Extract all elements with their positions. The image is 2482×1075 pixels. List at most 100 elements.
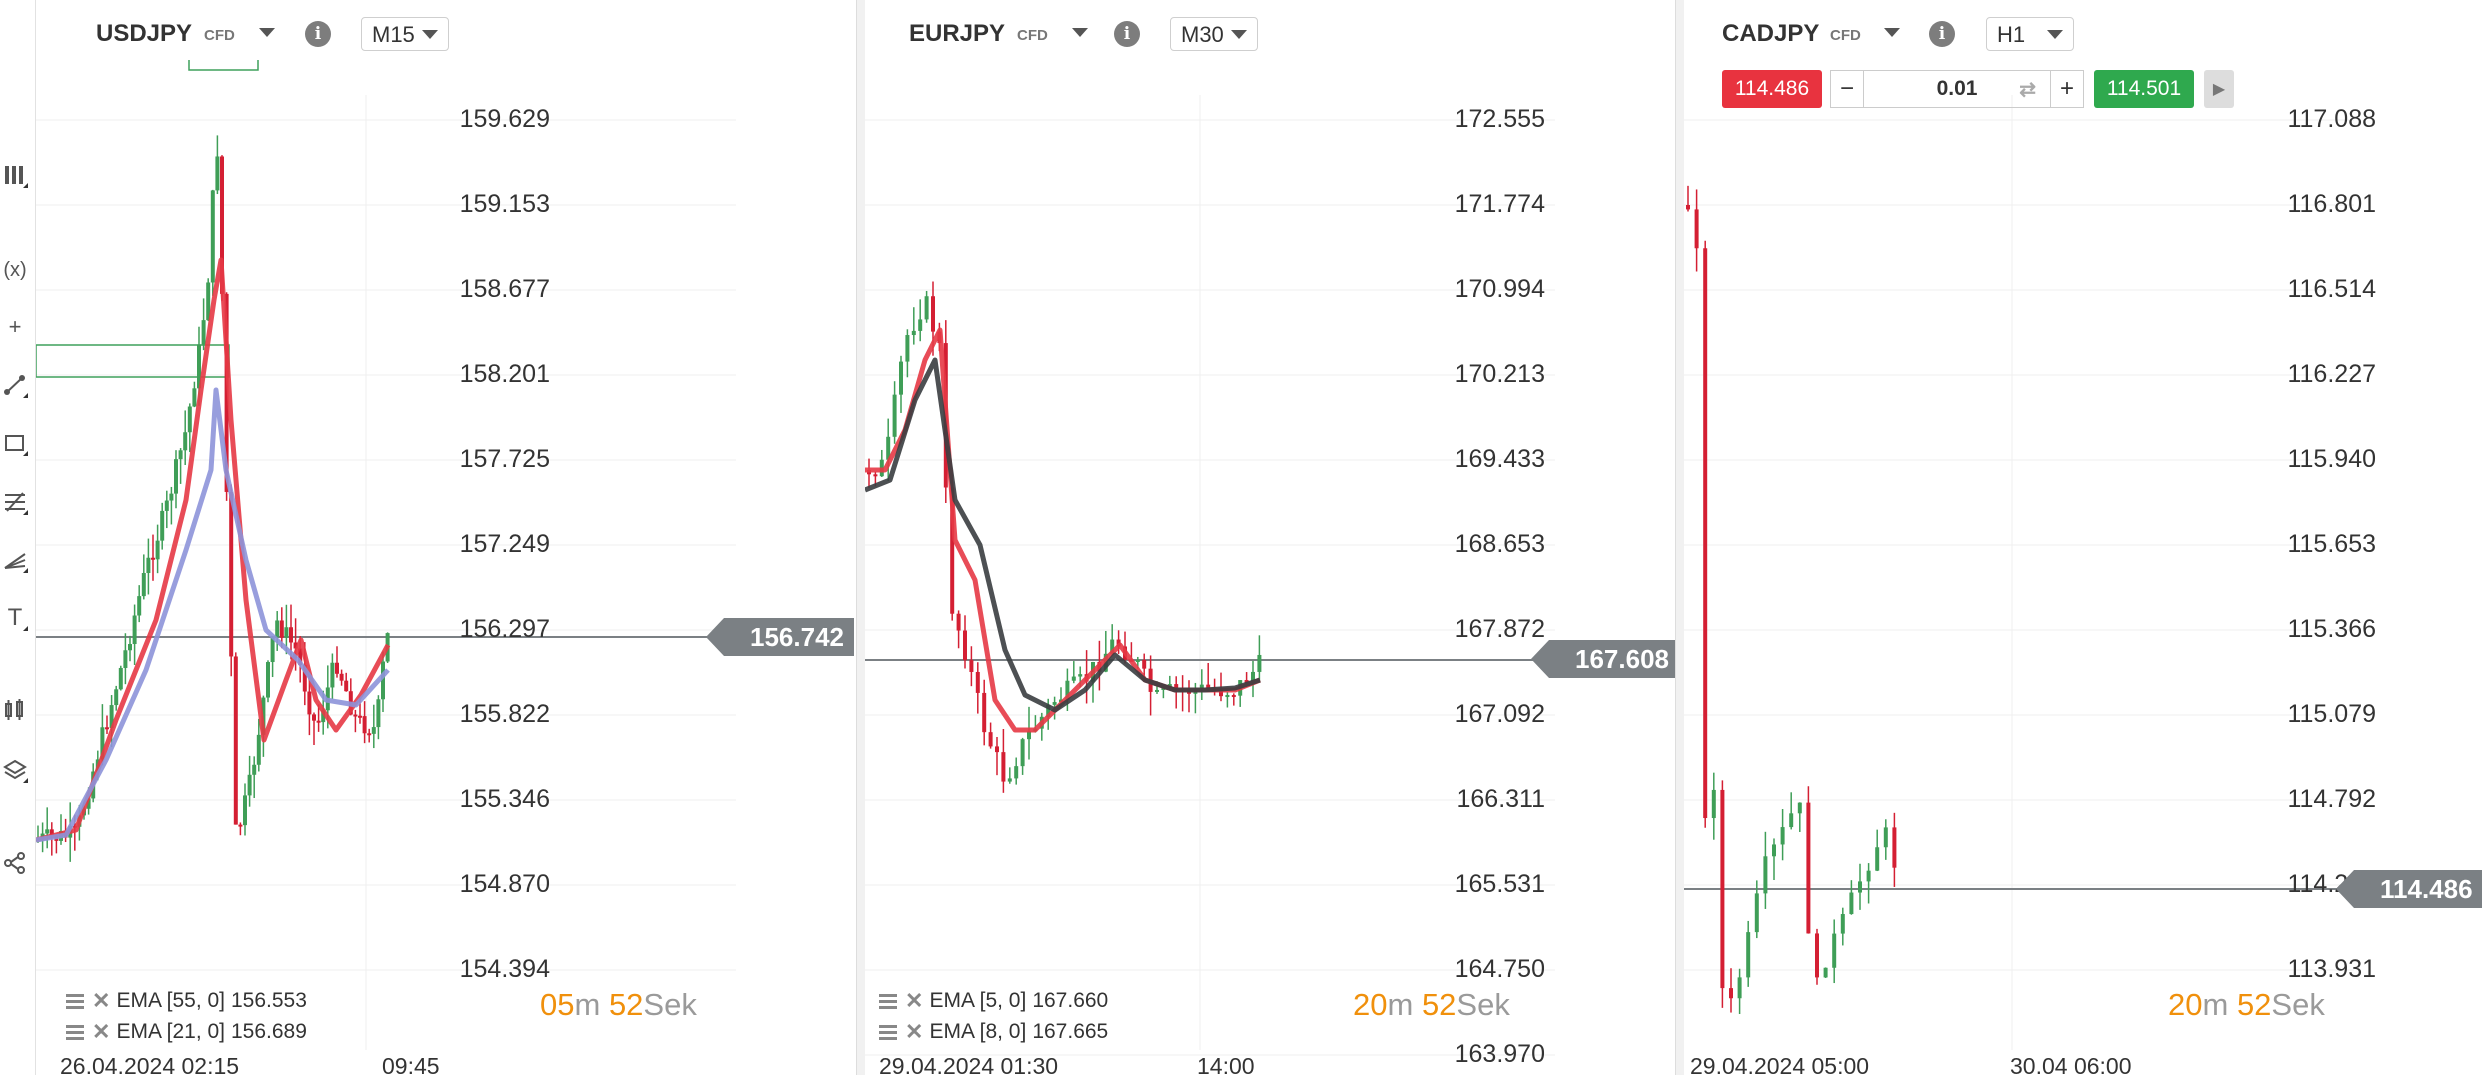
candle-body bbox=[911, 330, 916, 336]
remove-icon[interactable]: ✕ bbox=[905, 988, 924, 1013]
symbol-dropdown-icon[interactable] bbox=[1072, 28, 1088, 37]
chart-panel-eurjpy[interactable]: EURJPY CFD i M30 172.555 171.774 170.994 17… bbox=[865, 0, 1675, 1075]
info-icon[interactable]: i bbox=[1929, 21, 1955, 47]
candle-body bbox=[988, 732, 993, 747]
candle-body bbox=[247, 774, 252, 796]
timeframe-select[interactable]: H1 bbox=[1986, 17, 2074, 51]
zone-marker bbox=[188, 60, 259, 71]
current-price-badge: 167.608 bbox=[1531, 640, 1675, 678]
ema-8-line bbox=[865, 357, 1261, 713]
symbol-name[interactable]: USDJPY bbox=[96, 20, 193, 47]
remove-icon[interactable]: ✕ bbox=[92, 988, 111, 1013]
legend-item[interactable]: ✕ EMA [8, 0] 167.665 bbox=[879, 1019, 1108, 1045]
legend-item[interactable]: ✕ EMA [55, 0] 156.553 bbox=[66, 988, 307, 1014]
candle-body bbox=[1729, 988, 1733, 999]
candle-body bbox=[270, 637, 275, 663]
timeframe-select[interactable]: M30 bbox=[1170, 17, 1258, 51]
candle-body bbox=[956, 613, 961, 631]
symbol-name[interactable]: EURJPY bbox=[909, 20, 1006, 47]
price-axis-label: 158.201 bbox=[459, 360, 550, 388]
candle-body bbox=[1007, 778, 1012, 782]
price-axis-label: 159.153 bbox=[459, 190, 550, 218]
candle-body bbox=[197, 344, 201, 389]
price-axis-label: 165.531 bbox=[1454, 870, 1545, 898]
play-icon[interactable]: ▶ bbox=[2204, 70, 2234, 108]
candle-body bbox=[215, 156, 220, 191]
rectangle-icon[interactable] bbox=[0, 428, 30, 458]
candle-body bbox=[312, 714, 316, 721]
lot-decrease-button[interactable]: − bbox=[1830, 70, 1864, 108]
legend-name: EMA [5, 0] bbox=[929, 989, 1027, 1012]
cadjpy-chart-canvas[interactable] bbox=[1684, 0, 2482, 1075]
price-axis-label: 171.774 bbox=[1454, 190, 1545, 218]
timeframe-select[interactable]: M15 bbox=[361, 17, 449, 51]
candle-body bbox=[1703, 248, 1708, 819]
drawing-toolbar: (x) + T bbox=[0, 0, 36, 1075]
crosshair-icon[interactable]: + bbox=[8, 314, 22, 339]
info-icon[interactable]: i bbox=[305, 21, 331, 47]
candle-body bbox=[1772, 844, 1776, 857]
pitchfork-icon[interactable] bbox=[0, 545, 30, 575]
candle-body bbox=[45, 829, 50, 834]
share-icon[interactable] bbox=[0, 848, 30, 878]
lot-increase-button[interactable]: + bbox=[2050, 70, 2084, 108]
price-axis-label: 170.994 bbox=[1454, 275, 1545, 303]
candle-body bbox=[86, 798, 91, 809]
symbol-dropdown-icon[interactable] bbox=[259, 28, 275, 37]
candle-body bbox=[169, 493, 174, 501]
fibonacci-icon[interactable] bbox=[0, 487, 30, 517]
candle-body bbox=[931, 296, 935, 332]
usdjpy-chart-canvas[interactable] bbox=[36, 0, 856, 1075]
candle-body bbox=[1858, 881, 1862, 893]
candle-body bbox=[924, 296, 929, 320]
candle-body bbox=[1746, 932, 1751, 978]
candle-body bbox=[100, 727, 105, 760]
price-axis-label: 154.394 bbox=[459, 955, 550, 983]
lot-size-input[interactable]: 0.01 ⇄ bbox=[1864, 70, 2050, 108]
price-axis-label: 114.792 bbox=[2287, 785, 2376, 813]
settings-icon[interactable] bbox=[66, 992, 86, 1010]
price-axis-label: 167.092 bbox=[1454, 700, 1545, 728]
sell-button[interactable]: 114.486 bbox=[1722, 70, 1822, 108]
remove-icon[interactable]: ✕ bbox=[92, 1019, 111, 1044]
layers-icon[interactable] bbox=[0, 755, 30, 785]
eurjpy-chart-canvas[interactable] bbox=[865, 0, 1675, 1075]
candle-body bbox=[307, 691, 312, 715]
candle-body bbox=[969, 660, 974, 672]
candle-body bbox=[279, 620, 284, 638]
chart-panel-usdjpy[interactable]: USDJPY CFD i M15 159.629 159.153 158.677 15… bbox=[36, 0, 856, 1075]
candle-body bbox=[1142, 659, 1147, 669]
remove-icon[interactable]: ✕ bbox=[905, 1019, 924, 1044]
text-icon[interactable]: T bbox=[0, 603, 30, 633]
candle-body bbox=[183, 432, 188, 451]
settings-icon[interactable] bbox=[879, 992, 899, 1010]
compare-icon[interactable] bbox=[0, 695, 30, 725]
candle-body bbox=[238, 824, 243, 827]
candle-body bbox=[886, 436, 891, 460]
symbol-name[interactable]: CADJPY bbox=[1722, 20, 1820, 47]
info-icon[interactable]: i bbox=[1114, 21, 1140, 47]
columns-icon[interactable] bbox=[0, 160, 30, 190]
candle-body bbox=[141, 573, 146, 597]
legend-item[interactable]: ✕ EMA [21, 0] 156.689 bbox=[66, 1019, 307, 1045]
candle-body bbox=[1737, 977, 1742, 999]
candle-body bbox=[114, 689, 119, 706]
settings-icon[interactable] bbox=[66, 1023, 86, 1041]
swap-icon[interactable]: ⇄ bbox=[2019, 78, 2036, 101]
chevron-down-icon bbox=[2047, 30, 2063, 39]
trendline-icon[interactable] bbox=[0, 370, 30, 400]
candle-body bbox=[1052, 702, 1057, 705]
symbol-dropdown-icon[interactable] bbox=[1884, 28, 1900, 37]
candle-body bbox=[1797, 802, 1802, 814]
candle-body bbox=[229, 491, 234, 657]
buy-button[interactable]: 114.501 bbox=[2094, 70, 2194, 108]
candle-body bbox=[963, 630, 967, 661]
candle-body bbox=[316, 720, 321, 723]
candle-body bbox=[339, 673, 344, 681]
date-label: 29.04.2024 01:30 bbox=[879, 1053, 1059, 1075]
settings-icon[interactable] bbox=[879, 1023, 899, 1041]
function-icon[interactable]: (x) bbox=[3, 258, 27, 281]
legend-item[interactable]: ✕ EMA [5, 0] 167.660 bbox=[879, 988, 1108, 1014]
chart-panel-cadjpy[interactable]: CADJPY CFD i H1 114.486 − 0.01 ⇄ + 114.50… bbox=[1684, 0, 2482, 1075]
candle-body bbox=[1806, 802, 1811, 934]
